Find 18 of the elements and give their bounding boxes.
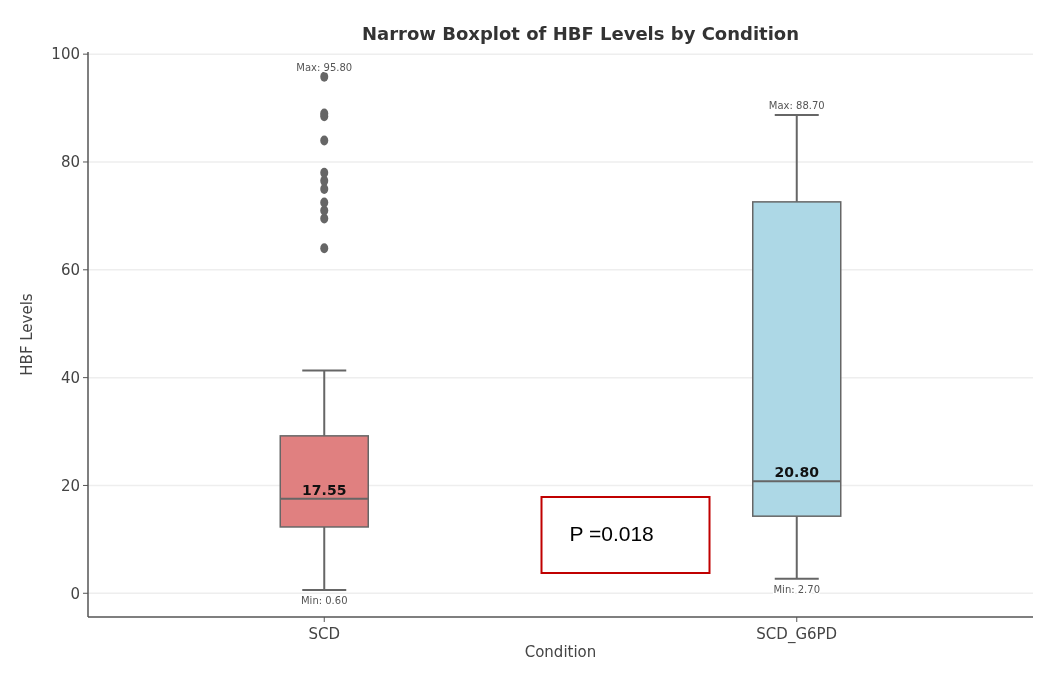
y-tick-label: 80 <box>60 153 80 172</box>
y-tick-label: 60 <box>60 261 80 280</box>
y-axis-title: HBF Levels <box>18 293 36 376</box>
annotation: Min: 0.60 <box>300 595 348 607</box>
x-axis-title: Condition <box>524 643 597 661</box>
y-tick-label: 40 <box>60 368 80 387</box>
x-tick-label: SCD <box>308 625 341 643</box>
annotation: Min: 2.70 <box>773 583 821 595</box>
y-tick-label: 0 <box>70 584 80 603</box>
y-tick-label: 100 <box>51 45 80 64</box>
annotation: 20.80 <box>774 464 820 481</box>
annotation: Max: 88.70 <box>768 100 825 112</box>
annotation: P =0.018 <box>569 522 654 545</box>
chart-title: Narrow Boxplot of HBF Levels by Condition <box>361 23 800 44</box>
annotation: 17.55 <box>302 481 347 498</box>
y-tick-label: 20 <box>60 476 80 495</box>
x-tick-label: SCD_G6PD <box>756 625 838 644</box>
annotation: Max: 95.80 <box>296 61 353 73</box>
